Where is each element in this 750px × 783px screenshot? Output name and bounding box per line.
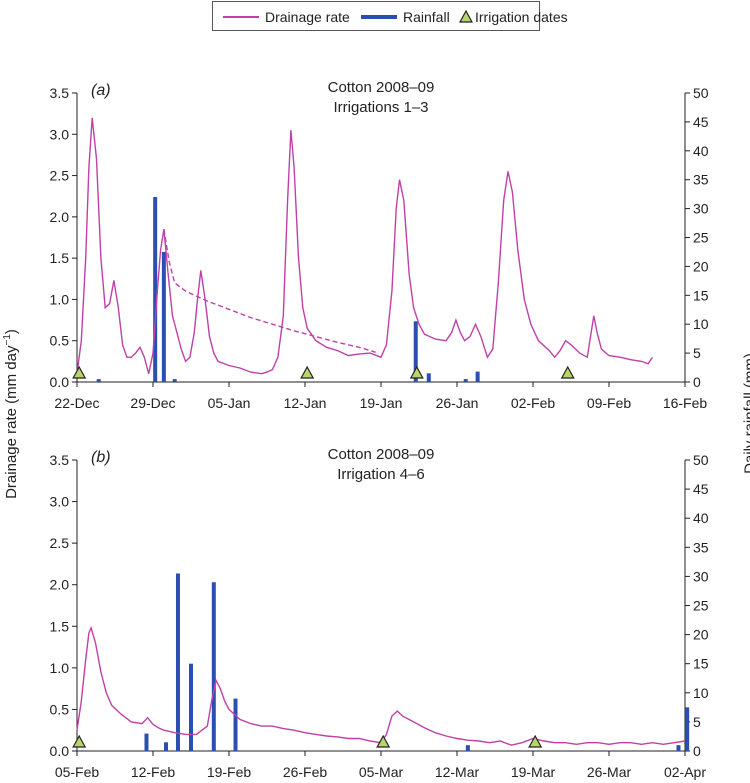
panel-b-rainfall-bar xyxy=(676,745,681,751)
panel-b-x-tick-label: 26-Feb xyxy=(283,764,328,780)
panel-b-subtitle: Irrigation 4–6 xyxy=(337,466,425,483)
panel-a-x-tick-label: 09-Feb xyxy=(587,395,632,411)
panel-a-left-tick-label: 3.0 xyxy=(50,126,70,142)
panel-a-left-tick-label: 2.0 xyxy=(50,209,70,225)
panel-a-left-tick-label: 2.5 xyxy=(50,168,70,184)
panel-a-x-tick-label: 02-Feb xyxy=(511,395,556,411)
panel-a-right-tick-label: 35 xyxy=(693,172,709,188)
panel-b-right-tick-label: 40 xyxy=(693,510,709,526)
panel-a-x-tick-label: 22-Dec xyxy=(54,395,99,411)
panel-b-left-tick-label: 3.0 xyxy=(50,494,70,510)
panel-b-right-tick-label: 10 xyxy=(693,685,709,701)
panel-a-right-tick-label: 40 xyxy=(693,143,709,159)
panel-b-right-tick-label: 35 xyxy=(693,539,709,555)
panel-a-subtitle: Irrigations 1–3 xyxy=(333,99,428,116)
panel-b-left-tick-label: 1.5 xyxy=(50,618,70,634)
panel-a-left-tick-label: 1.5 xyxy=(50,250,70,266)
panel-a-drainage-dashed-line xyxy=(163,229,376,353)
panel-b-rainfall-bar xyxy=(211,582,216,751)
panel-b-rainfall-bar xyxy=(164,742,169,751)
panel-a-rainfall-bar xyxy=(153,197,158,382)
panel-a-rainfall-bar xyxy=(413,321,418,382)
panel-a-x-tick-label: 16-Feb xyxy=(663,395,708,411)
panel-b-right-tick-label: 0 xyxy=(693,743,701,759)
panel-b-left-tick-label: 1.0 xyxy=(50,660,70,676)
panel-a-irrigation-marker xyxy=(72,365,87,379)
panel-a-right-tick-label: 5 xyxy=(693,345,701,361)
panel-b-left-tick-label: 2.5 xyxy=(50,535,70,551)
panel-a-right-tick-label: 10 xyxy=(693,316,709,332)
panel-a-right-tick-label: 25 xyxy=(693,230,709,246)
panel-a-rainfall-bar xyxy=(426,373,431,382)
panel-a-right-tick-label: 15 xyxy=(693,287,709,303)
panel-a-left-tick-label: 0.0 xyxy=(50,374,70,390)
panel-b-left-tick-label: 0.0 xyxy=(50,743,70,759)
panel-b-rainfall-bar xyxy=(685,707,690,751)
panel-a-panel-label: (a) xyxy=(91,82,111,99)
panel-b-x-tick-label: 05-Feb xyxy=(55,764,100,780)
panel-a-left-tick-label: 3.5 xyxy=(50,85,70,101)
panel-a-right-tick-label: 50 xyxy=(693,85,709,101)
panel-b-x-tick-label: 26-Mar xyxy=(587,764,632,780)
legend-irrigation-label: Irrigation dates xyxy=(475,9,568,25)
panel-b-x-tick-label: 19-Mar xyxy=(511,764,556,780)
panel-b-rainfall-bar xyxy=(144,733,149,751)
panel-a-x-tick-label: 19-Jan xyxy=(360,395,403,411)
panel-a-x-tick-label: 26-Jan xyxy=(436,395,479,411)
panel-b-irrigation-marker xyxy=(72,734,87,748)
panel-a-x-tick-label: 05-Jan xyxy=(208,395,251,411)
panel-a-irrigation-marker xyxy=(300,365,315,379)
legend-rainfall-label: Rainfall xyxy=(403,9,450,25)
panel-a-irrigation-marker xyxy=(409,365,424,379)
panel-b-irrigation-marker xyxy=(376,734,391,748)
legend-drainage-label: Drainage rate xyxy=(265,9,350,25)
panel-b-right-tick-label: 20 xyxy=(693,627,709,643)
panel-a-rainfall-bar xyxy=(172,379,177,382)
panel-b-x-tick-label: 02-Apr xyxy=(664,764,706,780)
panel-b-x-tick-label: 12-Feb xyxy=(131,764,176,780)
panel-b-right-tick-label: 30 xyxy=(693,568,709,584)
panel-a-rainfall-bar xyxy=(475,371,480,382)
panel-b-rainfall-bar xyxy=(189,663,193,751)
panel-b-left-tick-label: 2.0 xyxy=(50,577,70,593)
panel-a-left-tick-label: 1.0 xyxy=(50,291,70,307)
panel-b-drainage-line xyxy=(76,625,686,746)
panel-b-rainfall-bar xyxy=(233,698,238,751)
panel-b-x-tick-label: 12-Mar xyxy=(435,764,480,780)
panel-b-right-tick-label: 50 xyxy=(693,452,709,468)
panel-b-title: Cotton 2008–09 xyxy=(328,446,435,463)
panel-b-right-tick-label: 5 xyxy=(693,714,701,730)
panel-b-rainfall-bar xyxy=(465,745,470,751)
panel-a-rainfall-bar xyxy=(161,251,166,382)
panel-b-right-tick-label: 15 xyxy=(693,656,709,672)
panel-a-drainage-line xyxy=(76,117,653,375)
panel-b-right-tick-label: 25 xyxy=(693,598,709,614)
panel-a-title: Cotton 2008–09 xyxy=(328,79,435,96)
panel-a-right-tick-label: 45 xyxy=(693,114,709,130)
panel-a-left-tick-label: 0.5 xyxy=(50,333,70,349)
panel-a-x-tick-label: 12-Jan xyxy=(284,395,327,411)
panel-b-right-tick-label: 45 xyxy=(693,481,709,497)
panel-a-rainfall-bar xyxy=(96,379,101,382)
panel-b-left-tick-label: 0.5 xyxy=(50,701,70,717)
panel-a-right-tick-label: 30 xyxy=(693,201,709,217)
panel-b-x-tick-label: 05-Mar xyxy=(359,764,404,780)
panel-b-irrigation-marker xyxy=(528,734,543,748)
panel-a-x-tick-label: 29-Dec xyxy=(130,395,175,411)
panel-b-rainfall-bar xyxy=(175,573,180,751)
panel-b-left-tick-label: 3.5 xyxy=(50,452,70,468)
legend-drainage-swatch xyxy=(223,16,259,18)
legend: Drainage rate Rainfall Irrigation dates xyxy=(212,1,568,31)
panel-a-right-tick-label: 0 xyxy=(693,374,701,390)
panel-a-rainfall-bar xyxy=(463,379,468,382)
panel-a-right-tick-label: 20 xyxy=(693,258,709,274)
legend-irrigation-marker-icon xyxy=(459,10,473,23)
panel-b-x-tick-label: 19-Feb xyxy=(207,764,252,780)
panel-b-panel-label: (b) xyxy=(91,449,111,466)
panel-a-irrigation-marker xyxy=(560,365,575,379)
legend-rainfall-swatch xyxy=(361,15,397,19)
